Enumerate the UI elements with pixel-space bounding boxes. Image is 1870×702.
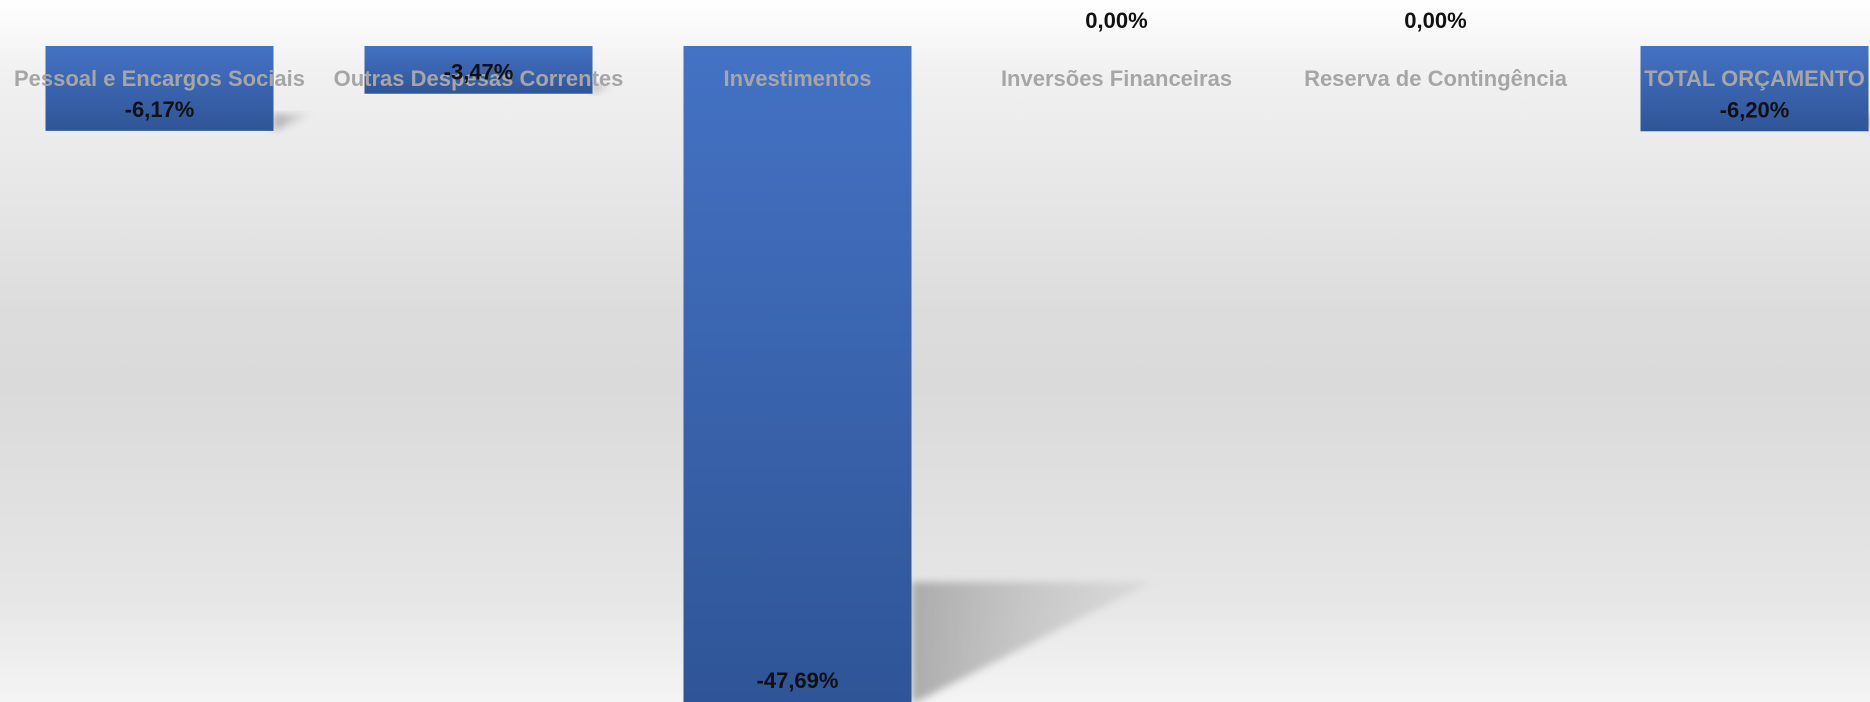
category-label-inversoes-financeiras: Inversões Financeiras <box>1001 66 1232 91</box>
value-labels: -6,17% -3,47% -47,69% 0,00% 0,00% -6,20% <box>125 8 1790 693</box>
value-label-total-orcamento: -6,20% <box>1720 97 1790 122</box>
bar-shadow-outras-despesas-correntes <box>592 84 614 94</box>
category-label-reserva-de-contingencia: Reserva de Contingência <box>1304 66 1568 91</box>
value-label-investimentos: -47,69% <box>757 668 839 693</box>
value-label-reserva-de-contingencia: 0,00% <box>1404 8 1466 33</box>
bars <box>45 46 1869 702</box>
category-label-total-orcamento: TOTAL ORÇAMENTO <box>1644 66 1865 91</box>
category-label-investimentos: Investimentos <box>724 66 872 91</box>
value-label-inversoes-financeiras: 0,00% <box>1085 8 1147 33</box>
bar-shadow-pessoal-e-encargos-sociais <box>273 113 312 131</box>
bar-outras-despesas-correntes <box>364 46 593 94</box>
category-labels: Pessoal e Encargos Sociais Outras Despesa… <box>14 66 1865 91</box>
category-label-pessoal-e-encargos-sociais: Pessoal e Encargos Sociais <box>14 66 305 91</box>
value-label-pessoal-e-encargos-sociais: -6,17% <box>125 97 195 122</box>
bar-total-orcamento <box>1640 46 1869 132</box>
bar-pessoal-e-encargos-sociais <box>45 46 274 131</box>
bar-shadows <box>273 84 1870 702</box>
value-label-outras-despesas-correntes: -3,47% <box>444 60 514 85</box>
bar-shadow-investimentos <box>911 582 1152 702</box>
category-label-outras-despesas-correntes: Outras Despesas Correntes <box>334 66 624 91</box>
bar-investimentos <box>683 46 912 702</box>
